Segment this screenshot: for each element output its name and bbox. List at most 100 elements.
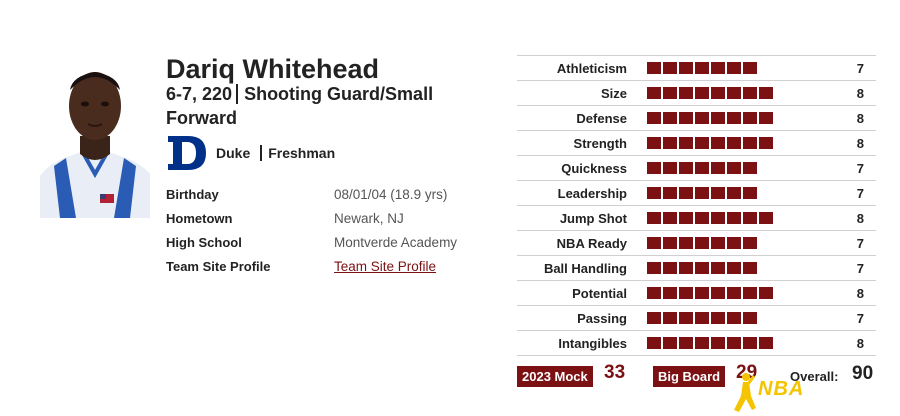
rating-segment <box>647 262 661 274</box>
player-measurements: 6-7, 220 <box>166 84 233 104</box>
rating-segment <box>663 262 677 274</box>
rating-segment <box>679 262 693 274</box>
rating-label: Athleticism <box>556 60 627 76</box>
rating-segment <box>711 87 725 99</box>
rating-segment <box>759 87 773 99</box>
rating-segment <box>695 137 709 149</box>
rating-segment <box>711 262 725 274</box>
rating-segment <box>711 212 725 224</box>
rating-segment <box>663 312 677 324</box>
rating-segment <box>663 62 677 74</box>
rating-value: 8 <box>856 85 864 101</box>
rating-value: 7 <box>856 60 864 76</box>
info-value: Newark, NJ <box>334 210 404 226</box>
rating-segment <box>759 287 773 299</box>
info-label: Birthday <box>166 186 219 202</box>
rating-segment <box>647 337 661 349</box>
rating-segment <box>663 87 677 99</box>
rating-segment <box>695 162 709 174</box>
rating-row: Leadership 7 <box>517 180 876 205</box>
rating-segment <box>743 112 757 124</box>
rating-value: 8 <box>856 135 864 151</box>
rating-segment <box>647 212 661 224</box>
rating-segment <box>711 312 725 324</box>
rating-segment <box>695 87 709 99</box>
rating-bar <box>647 312 759 324</box>
rating-segment <box>663 137 677 149</box>
rating-segment <box>727 262 741 274</box>
rating-label: Potential <box>572 285 627 301</box>
rating-row: Intangibles 8 <box>517 330 876 356</box>
rating-segment <box>759 112 773 124</box>
rating-segment <box>727 112 741 124</box>
rating-segment <box>727 187 741 199</box>
rating-segment <box>743 62 757 74</box>
rating-segment <box>727 312 741 324</box>
school-line: Duke Freshman <box>166 134 335 172</box>
ratings-table: Athleticism 7 Size 8 Defense 8 Strength 8 Quickn… <box>517 55 876 356</box>
rating-segment <box>711 62 725 74</box>
rating-segment <box>759 337 773 349</box>
rating-segment <box>679 162 693 174</box>
rating-segment <box>647 187 661 199</box>
rating-segment <box>695 62 709 74</box>
rating-segment <box>711 237 725 249</box>
rating-label: Ball Handling <box>543 260 627 276</box>
info-label: Hometown <box>166 210 233 226</box>
rating-value: 8 <box>856 285 864 301</box>
info-row-hometown: Hometown Newark, NJ <box>166 206 457 230</box>
rating-segment <box>727 162 741 174</box>
rankings-footer: 2023 Mock 33 Big Board 29 Overall: 90 <box>517 362 877 389</box>
rating-segment <box>679 112 693 124</box>
player-photo <box>40 58 150 218</box>
duke-logo-icon <box>168 136 206 170</box>
rating-segment <box>743 337 757 349</box>
rating-segment <box>711 137 725 149</box>
mock-value: 33 <box>604 362 626 383</box>
rating-segment <box>727 237 741 249</box>
rating-segment <box>727 337 741 349</box>
rating-segment <box>663 187 677 199</box>
player-position: Shooting Guard/Small Forward <box>166 84 434 128</box>
rating-row: Ball Handling 7 <box>517 255 876 280</box>
rating-row: Defense 8 <box>517 105 876 130</box>
rating-segment <box>711 187 725 199</box>
rating-segment <box>727 62 741 74</box>
rating-segment <box>743 212 757 224</box>
rating-bar <box>647 337 775 349</box>
class-year: Freshman <box>260 145 335 161</box>
rating-segment <box>647 137 661 149</box>
mock-badge: 2023 Mock <box>517 366 593 387</box>
rating-bar <box>647 137 775 149</box>
team-site-profile-link[interactable]: Team Site Profile <box>334 258 437 274</box>
rating-segment <box>743 87 757 99</box>
info-value: 08/01/04 (18.9 yrs) <box>334 186 448 202</box>
rating-bar <box>647 212 775 224</box>
rating-segment <box>743 187 757 199</box>
info-row-team-site: Team Site Profile Team Site Profile <box>166 254 457 278</box>
rating-row: Jump Shot 8 <box>517 205 876 230</box>
rating-label: Passing <box>577 310 627 326</box>
rating-segment <box>711 112 725 124</box>
rating-bar <box>647 87 775 99</box>
rating-segment <box>727 137 741 149</box>
rating-segment <box>743 237 757 249</box>
rating-label: Strength <box>573 135 627 151</box>
rating-segment <box>647 287 661 299</box>
overall-value: 90 <box>852 363 874 384</box>
rating-label: Defense <box>576 110 627 126</box>
rating-row: Size 8 <box>517 80 876 105</box>
overall-label: Overall: <box>790 369 839 384</box>
rating-segment <box>759 137 773 149</box>
info-label: Team Site Profile <box>166 258 271 274</box>
rating-segment <box>663 237 677 249</box>
basketball-player-icon <box>734 373 756 412</box>
rating-segment <box>711 162 725 174</box>
school-name: Duke <box>216 145 251 161</box>
rating-segment <box>743 312 757 324</box>
player-subtitle: 6-7, 220 Shooting Guard/Small Forward <box>166 82 486 130</box>
rating-segment <box>679 187 693 199</box>
rating-value: 7 <box>856 185 864 201</box>
rating-label: Quickness <box>561 160 627 176</box>
rating-segment <box>647 112 661 124</box>
